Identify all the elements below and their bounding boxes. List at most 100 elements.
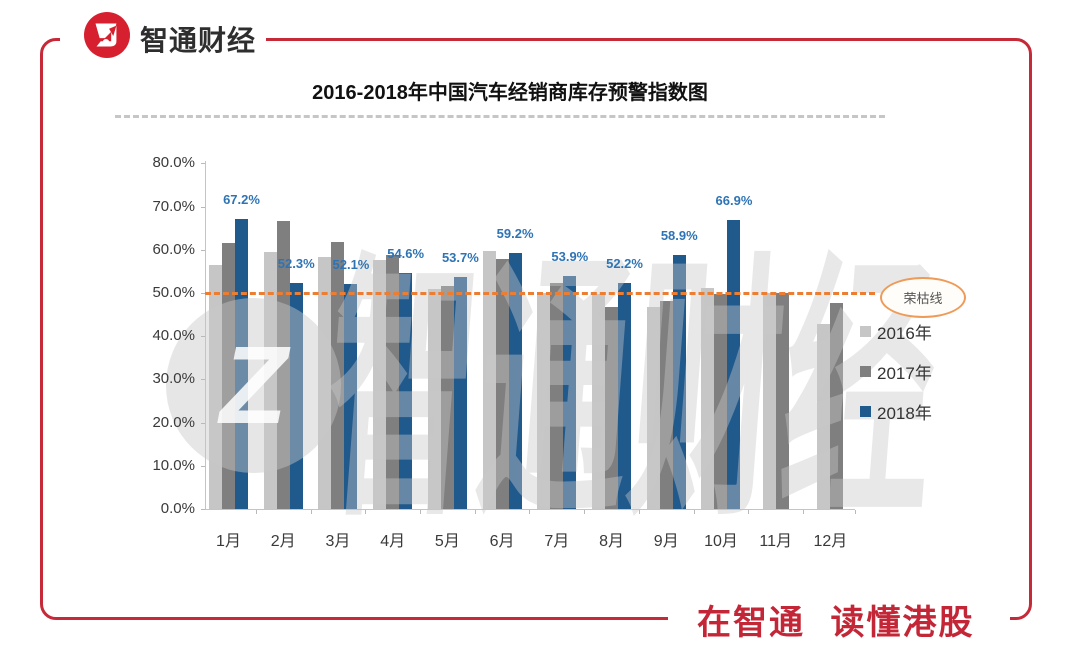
data-label-m1: 67.2% xyxy=(223,191,260,207)
bar-2017年-m5 xyxy=(440,286,454,509)
y-tick xyxy=(201,509,205,510)
legend-item-2016年: 2016年 xyxy=(860,322,932,343)
bar-2018年-m8 xyxy=(618,283,632,509)
bar-2017年-m1 xyxy=(222,243,235,509)
x-tick xyxy=(365,510,367,514)
y-tick xyxy=(201,465,205,467)
x-tick-label: 12月 xyxy=(813,533,848,550)
bar-2016年-m3 xyxy=(318,257,332,509)
bar-2017年-m3 xyxy=(331,241,345,509)
y-tick-label: 10.0% xyxy=(152,456,195,474)
bar-2016年-m2 xyxy=(263,252,277,509)
bar-2018年-m5 xyxy=(453,277,467,509)
legend-label: 2017年 xyxy=(877,363,932,383)
x-tick-label: 7月 xyxy=(544,533,570,550)
x-tick-label: 5月 xyxy=(434,533,460,550)
y-tick-label: 60.0% xyxy=(152,240,195,258)
bar-2017年-m10 xyxy=(714,293,728,509)
x-tick xyxy=(420,510,422,514)
data-label-m2: 52.3% xyxy=(277,256,315,272)
bar-2018年-m3 xyxy=(344,283,358,509)
bar-2016年-m6 xyxy=(482,251,496,509)
x-tick xyxy=(693,510,695,514)
legend-swatch-icon xyxy=(860,325,871,337)
x-tick-label: 10月 xyxy=(704,533,738,550)
y-tick-label: 50.0% xyxy=(152,284,195,301)
data-label-m8: 52.2% xyxy=(606,256,643,272)
x-tick xyxy=(638,510,640,514)
x-tick xyxy=(855,510,856,514)
x-tick xyxy=(529,510,531,514)
chart-title: 2016-2018年中国汽车经销商库存预警指数图 xyxy=(312,82,708,104)
bar-2016年-m8 xyxy=(592,294,606,509)
bar-2017年-m4 xyxy=(386,254,400,509)
brand-slogan: 在智通 读懂港股 xyxy=(697,604,975,642)
legend-item-2018年: 2018年 xyxy=(860,402,932,423)
y-tick-label: 80.0% xyxy=(152,154,195,172)
data-label-m5: 53.7% xyxy=(441,250,479,266)
x-axis xyxy=(205,509,855,510)
bar-2017年-m7 xyxy=(550,283,564,509)
x-tick-label: 6月 xyxy=(489,533,515,550)
bar-2016年-m5 xyxy=(427,288,441,509)
bar-2017年-m6 xyxy=(495,259,509,509)
logo-text: 智通财经 xyxy=(140,25,257,56)
border-gap-bottom xyxy=(668,611,1010,626)
x-tick-label: 3月 xyxy=(325,533,351,550)
x-tick-label: 1月 xyxy=(216,533,241,550)
y-tick xyxy=(201,249,205,251)
bar-2018年-m4 xyxy=(399,273,413,509)
x-tick-label: 9月 xyxy=(653,533,679,550)
data-label-m4: 54.6% xyxy=(387,246,425,262)
y-tick-label: 70.0% xyxy=(152,197,195,215)
legend-label: 2018年 xyxy=(877,403,932,423)
x-tick xyxy=(803,510,805,514)
bar-2016年-m12 xyxy=(817,323,831,509)
bar-2018年-m6 xyxy=(508,253,522,509)
y-tick-label: 30.0% xyxy=(152,370,195,388)
x-tick xyxy=(310,510,312,514)
bar-2018年-m1 xyxy=(235,218,248,509)
bar-2017年-m12 xyxy=(830,302,844,509)
data-label-m6: 59.2% xyxy=(496,226,534,242)
chart-legend: 2016年 2017年 2018年 xyxy=(860,322,932,442)
reference-line-badge: 荣枯线 xyxy=(880,277,966,318)
bar-2018年-m7 xyxy=(563,276,577,509)
bar-2018年-m9 xyxy=(672,254,686,509)
bar-2018年-m2 xyxy=(289,283,303,509)
x-tick xyxy=(474,510,476,514)
reference-line xyxy=(205,292,875,295)
x-tick-label: 2月 xyxy=(270,533,296,550)
bar-2016年-m9 xyxy=(646,306,660,509)
legend-label: 2016年 xyxy=(877,323,932,343)
y-tick-label: 40.0% xyxy=(152,327,195,345)
legend-swatch-icon xyxy=(860,405,871,417)
red-border-frame xyxy=(40,38,1032,620)
data-label-m10: 66.9% xyxy=(715,192,753,208)
bar-2016年-m7 xyxy=(537,293,551,509)
zhitong-logo-icon xyxy=(84,12,130,58)
legend-swatch-icon xyxy=(860,365,871,377)
bar-2017年-m8 xyxy=(605,307,619,509)
bar-2016年-m10 xyxy=(701,287,715,509)
watermark-logo-circle: Z xyxy=(166,298,341,473)
x-tick xyxy=(584,510,586,514)
y-axis xyxy=(205,161,206,510)
y-tick xyxy=(201,379,205,381)
x-tick-label: 8月 xyxy=(599,533,624,550)
data-label-m3: 52.1% xyxy=(332,256,370,272)
x-tick-label: 4月 xyxy=(380,533,406,550)
title-divider xyxy=(115,115,885,118)
bar-2016年-m4 xyxy=(373,260,387,509)
y-tick xyxy=(201,293,205,294)
y-tick xyxy=(201,206,205,208)
reference-line-label: 荣枯线 xyxy=(903,291,943,306)
data-label-m9: 58.9% xyxy=(660,227,698,243)
y-tick xyxy=(201,163,205,165)
x-tick xyxy=(748,510,750,514)
y-tick xyxy=(201,336,205,338)
bar-2017年-m9 xyxy=(659,300,673,509)
y-tick-label: 0.0% xyxy=(160,500,195,517)
